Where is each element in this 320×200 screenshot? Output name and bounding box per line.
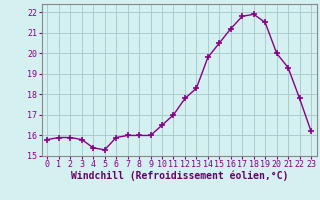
X-axis label: Windchill (Refroidissement éolien,°C): Windchill (Refroidissement éolien,°C) — [70, 171, 288, 181]
